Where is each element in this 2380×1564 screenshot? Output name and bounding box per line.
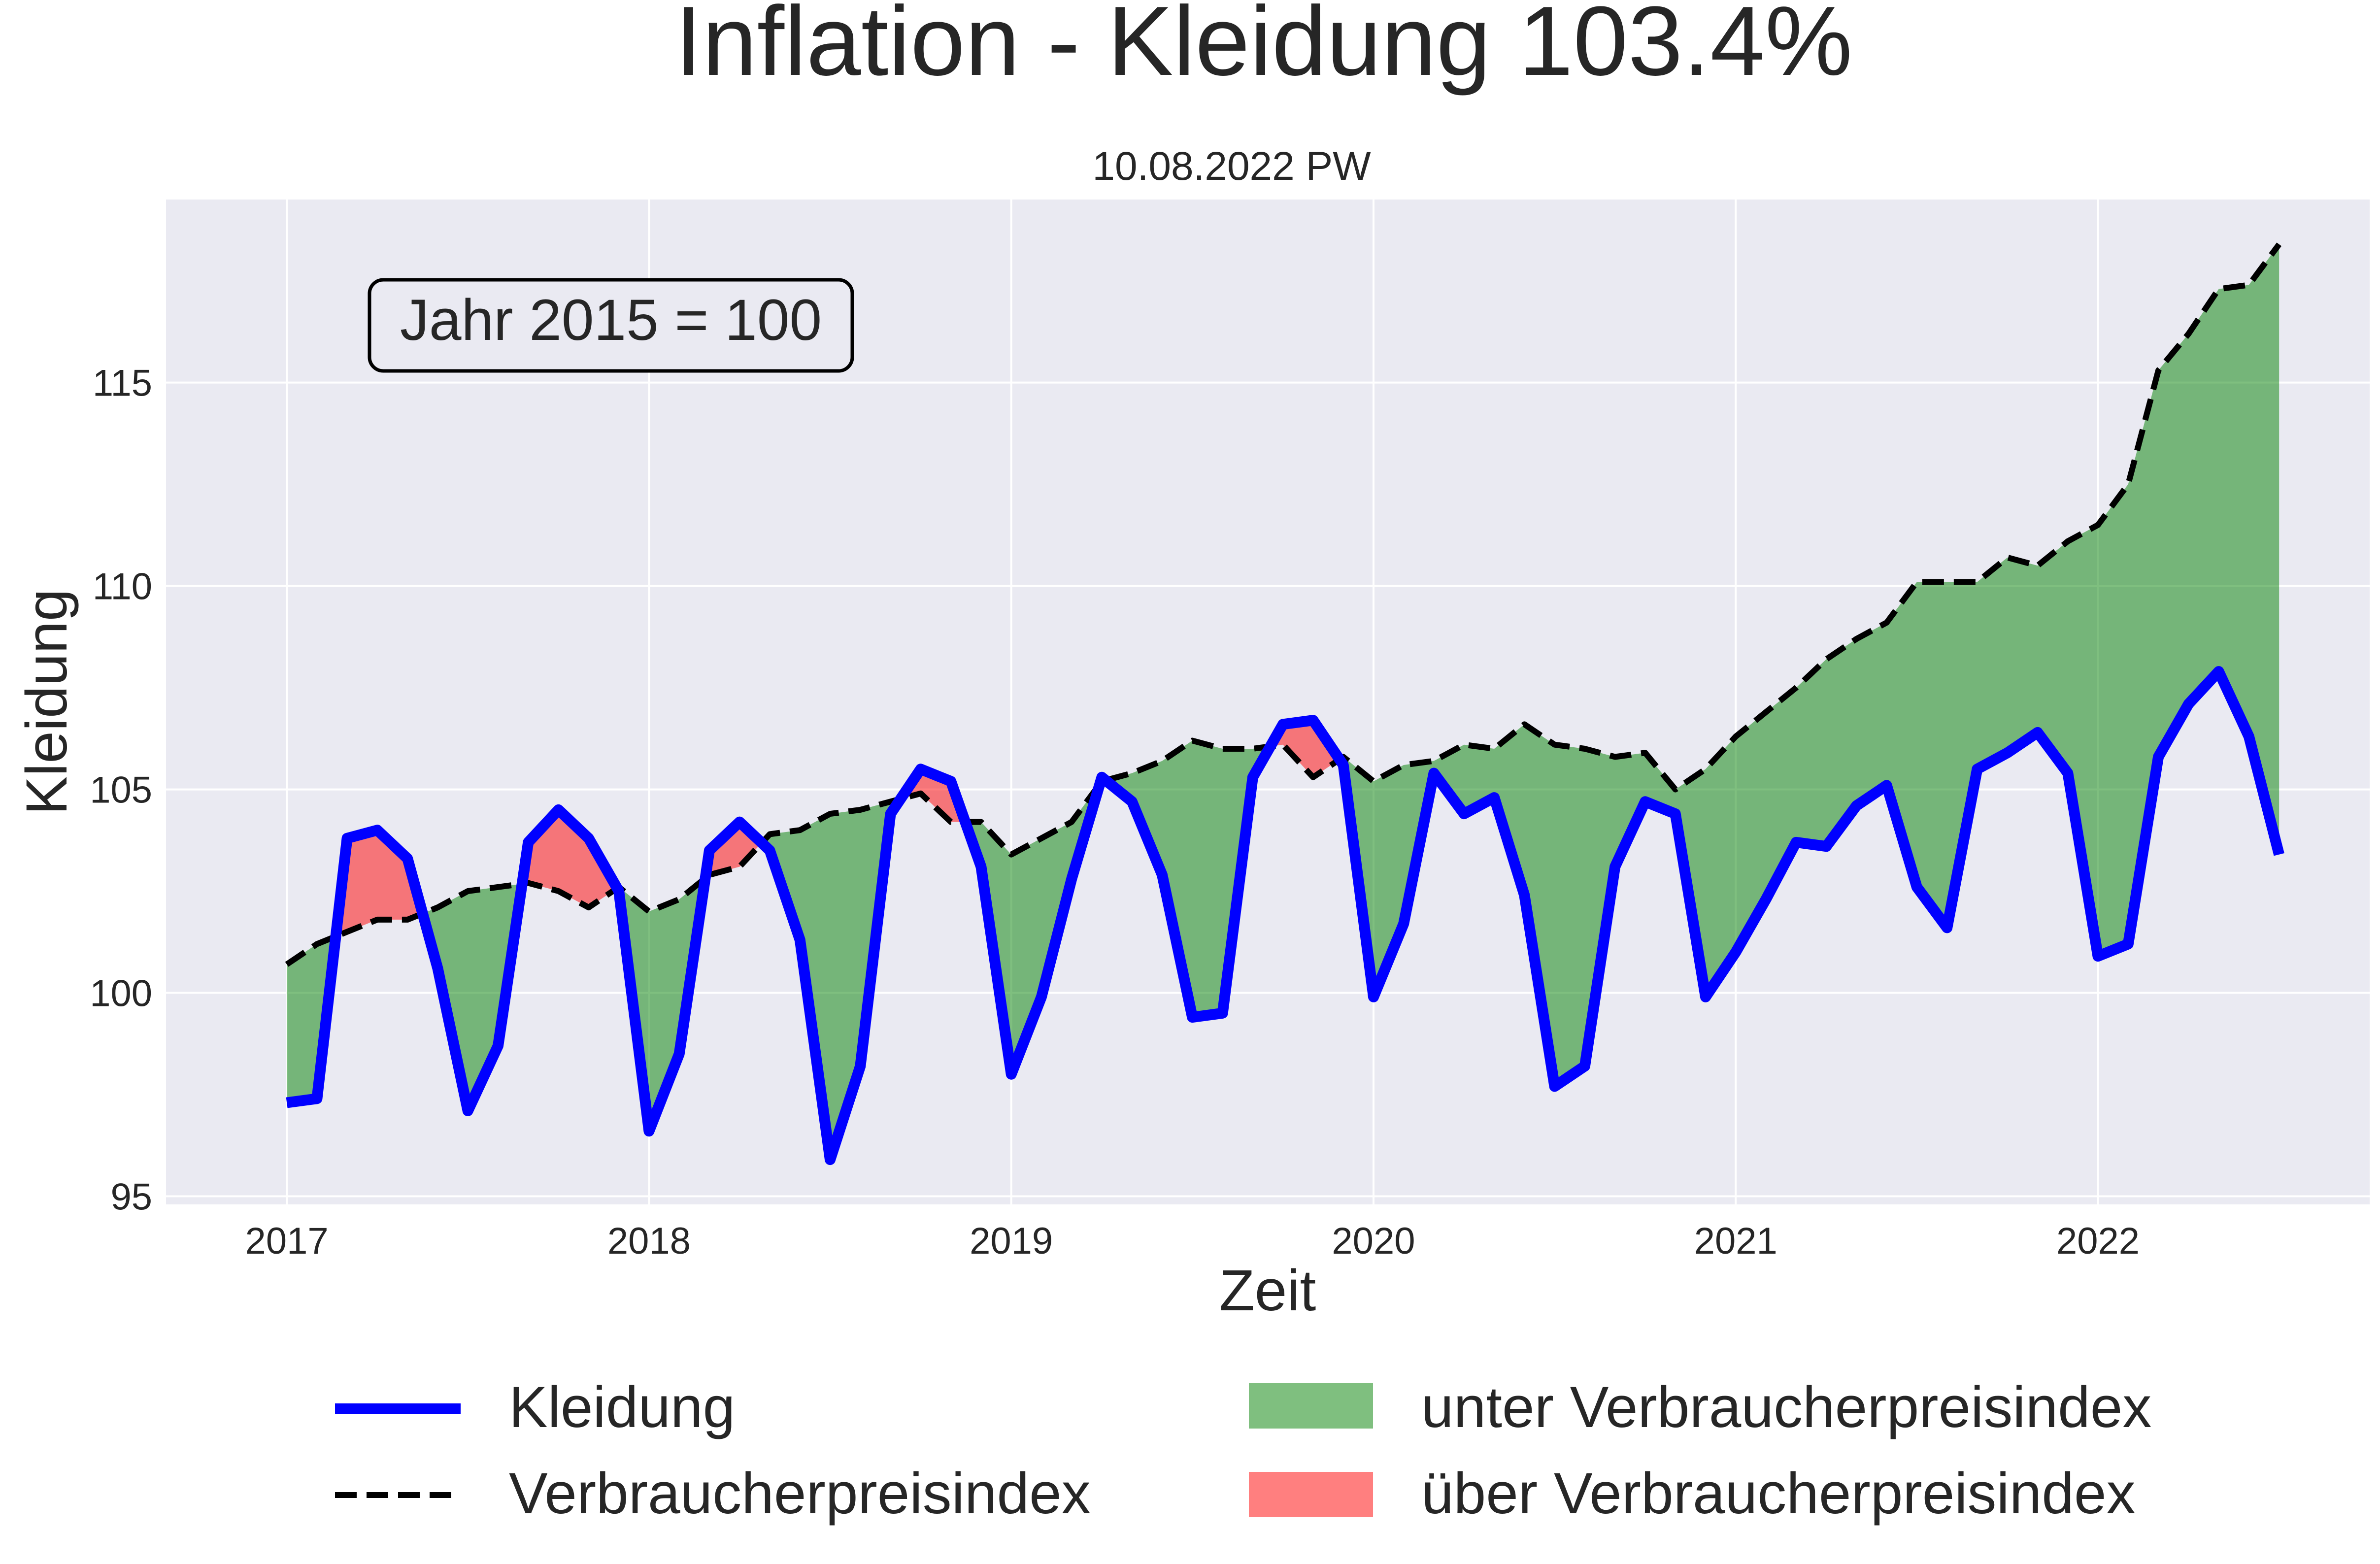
y-axis-label: Kleidung <box>14 589 79 815</box>
y-tick-105: 105 <box>90 769 152 811</box>
legend-label-vpi: Verbraucherpreisindex <box>509 1461 1091 1526</box>
x-tick-2019: 2019 <box>970 1220 1053 1262</box>
legend: Kleidung Verbraucherpreisindex unter Ver… <box>335 1375 2151 1526</box>
x-axis-label: Zeit <box>1219 1258 1316 1323</box>
x-tick-2017: 2017 <box>245 1220 329 1262</box>
y-tick-labels: 95 100 105 110 115 <box>90 363 152 1218</box>
fill-unter-6 <box>762 799 901 1160</box>
series-lines <box>285 242 2284 1165</box>
series-line-kleidung <box>286 666 2284 1165</box>
y-tick-100: 100 <box>90 973 152 1015</box>
x-tick-labels: 2017 2018 2019 2020 2021 2022 <box>245 1220 2140 1262</box>
legend-label-unter: unter Verbraucherpreisindex <box>1421 1375 2151 1440</box>
chart-title: Inflation - Kleidung 103.4% <box>675 0 1853 96</box>
fill-unter-4 <box>617 878 705 1131</box>
fill-unter-2 <box>422 884 522 1111</box>
legend-swatch-unter <box>1249 1383 1373 1429</box>
x-tick-2020: 2020 <box>1332 1220 1415 1262</box>
legend-label-ueber: über Verbraucherpreisindex <box>1421 1461 2136 1526</box>
y-tick-115: 115 <box>93 363 152 404</box>
annotation-box: Jahr 2015 = 100 <box>368 278 854 373</box>
chart-subtitle: 10.08.2022 PW <box>1092 144 1371 189</box>
fill-ueber-3 <box>522 809 617 908</box>
y-tick-110: 110 <box>93 566 152 608</box>
x-tick-2022: 2022 <box>2056 1220 2140 1262</box>
legend-label-kleidung: Kleidung <box>509 1375 735 1440</box>
y-tick-95: 95 <box>110 1176 152 1218</box>
fill-unter-0 <box>287 936 336 1103</box>
fill-unter-8 <box>965 784 1100 1074</box>
x-tick-2021: 2021 <box>1694 1220 1777 1262</box>
x-tick-2018: 2018 <box>607 1220 691 1262</box>
fill-unter-12 <box>1340 244 2279 1087</box>
legend-swatch-ueber <box>1249 1472 1373 1517</box>
annotation-text: Jahr 2015 = 100 <box>400 288 822 353</box>
